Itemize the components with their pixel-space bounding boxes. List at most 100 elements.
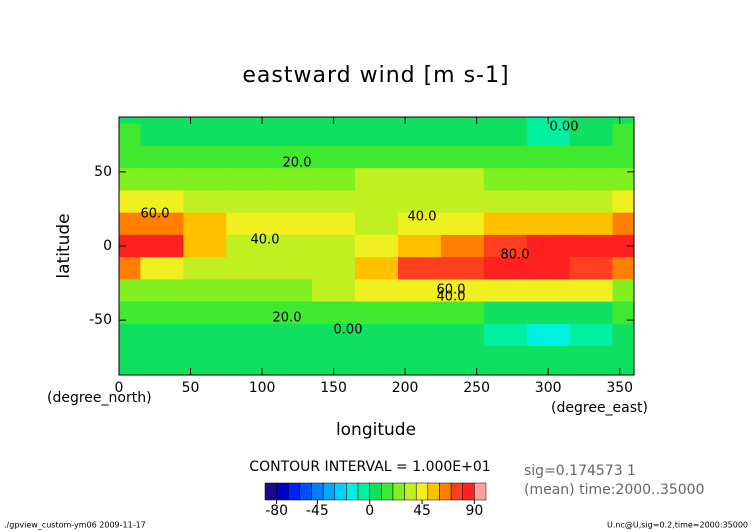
contour-cell [612, 168, 635, 191]
contour-cell [226, 323, 270, 347]
contour-cell [183, 368, 227, 376]
contour-cell [183, 168, 227, 191]
y-tick-label: 0 [103, 238, 112, 254]
contour-cell [612, 212, 635, 236]
contour-cell [119, 257, 141, 280]
contour-cell [526, 168, 571, 191]
contour-cell [119, 346, 141, 369]
contour-cell [312, 346, 356, 369]
contour-cell [569, 145, 614, 169]
contour-label: 0.00 [334, 323, 363, 338]
contour-cell [397, 212, 442, 236]
contour-cell [119, 123, 141, 147]
colorbar-tick-label: -45 [306, 503, 329, 519]
contour-cell [440, 368, 485, 376]
contour-cell [440, 117, 485, 125]
contour-cell [526, 301, 571, 325]
colorbar-box [311, 482, 324, 501]
colorbar-box [427, 482, 440, 501]
contour-cell [183, 145, 227, 169]
contour-cell [119, 168, 141, 191]
contour-cell [226, 234, 270, 258]
contour-cell [226, 168, 270, 191]
contour-cell [183, 212, 227, 236]
contour-cell [312, 279, 356, 303]
contour-cell [269, 368, 313, 376]
contour-label: 20.0 [273, 311, 302, 326]
contour-cell [269, 346, 313, 369]
contour-cell [226, 190, 270, 214]
contour-cell [226, 212, 270, 236]
contour-cell [569, 323, 614, 347]
note: (mean) time:2000..35000 [524, 482, 705, 498]
contour-cell [269, 301, 313, 325]
x-tick-label: 350 [606, 380, 633, 396]
contour-cell [183, 257, 227, 280]
contour-cell [355, 234, 399, 258]
note: sig=0.174573 1 [524, 463, 636, 479]
y-tick-label: -50 [89, 312, 112, 328]
contour-cell [483, 323, 528, 347]
contour-cell [612, 145, 635, 169]
contour-cell [483, 346, 528, 369]
contour-cell [269, 323, 313, 347]
contour-cell [569, 346, 614, 369]
colorbar-box [415, 482, 429, 501]
contour-cell [526, 257, 571, 280]
contour-cell [312, 168, 356, 191]
contour-cell [483, 117, 528, 125]
contour-cell [397, 117, 442, 125]
x-axis-label: longitude [336, 420, 416, 440]
contour-cell [526, 123, 571, 147]
contour-cell [183, 301, 227, 325]
contour-cell [119, 368, 141, 376]
contour-cell [397, 368, 442, 376]
colorbar-box [462, 482, 475, 501]
colorbar-box [322, 482, 336, 501]
contour-cell [312, 234, 356, 258]
contour-cell [440, 346, 485, 369]
footer-right: U.nc@U,sig=0.2,time=2000:35000 [607, 521, 748, 530]
colorbar-box [264, 482, 277, 501]
contour-cell [483, 212, 528, 236]
x-tick-label: 300 [535, 380, 562, 396]
contour-cell [569, 123, 614, 147]
contour-cell [119, 301, 141, 325]
contour-cell [312, 123, 356, 147]
contour-label: 40.0 [251, 233, 280, 248]
contour-cell [612, 117, 635, 125]
contour-cell [569, 301, 614, 325]
contour-cell [183, 123, 227, 147]
contour-cell [355, 190, 399, 214]
contour-label: 60.0 [437, 283, 466, 298]
contour-cell [569, 234, 614, 258]
contour-cell [569, 168, 614, 191]
contour-cell [183, 346, 227, 369]
contour-cell [397, 346, 442, 369]
contour-cell [183, 190, 227, 214]
colorbar-box [450, 482, 463, 501]
contour-cell [483, 234, 528, 258]
contour-cell [355, 212, 399, 236]
contour-cell [612, 346, 635, 369]
contour-cell [612, 301, 635, 325]
contour-cell [226, 117, 270, 125]
x-unit: (degree_east) [551, 400, 648, 416]
contour-cell [397, 168, 442, 191]
colorbar-tick-label: 0 [365, 503, 374, 519]
contour-cell [440, 123, 485, 147]
contour-cell [483, 279, 528, 303]
contour-cell [526, 323, 571, 347]
contour-cell [397, 323, 442, 347]
contour-cell [483, 145, 528, 169]
contour-cell [397, 301, 442, 325]
contour-cell [612, 368, 635, 376]
y-unit: (degree_north) [47, 390, 152, 406]
contour-cell [397, 123, 442, 147]
contour-cell [526, 212, 571, 236]
contour-cell [119, 323, 141, 347]
contour-cell [140, 145, 184, 169]
contour-cell [140, 346, 184, 369]
colorbar-tick-label: 90 [465, 503, 483, 519]
